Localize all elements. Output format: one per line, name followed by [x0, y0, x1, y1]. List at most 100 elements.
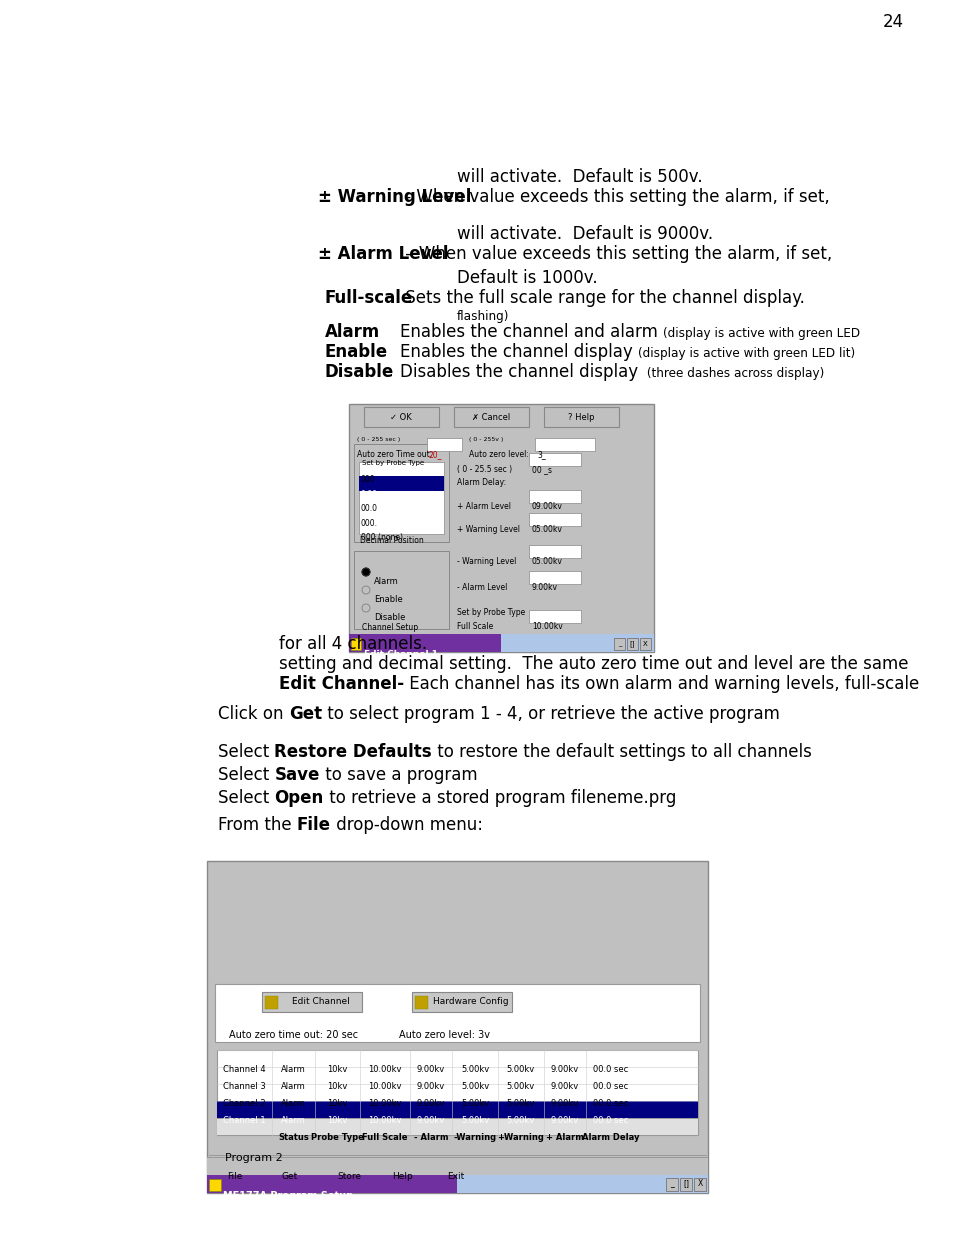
Text: ME177A Program Setup: ME177A Program Setup	[223, 1191, 353, 1200]
Text: 000.: 000.	[360, 519, 377, 527]
Text: Channel 4: Channel 4	[223, 1065, 266, 1074]
Bar	[500, 634, 654, 652]
Text: _: _	[618, 641, 620, 647]
Text: []: []	[682, 1179, 688, 1188]
Text: Default is 1000v.: Default is 1000v.	[456, 269, 597, 287]
Text: Alarm: Alarm	[281, 1082, 306, 1091]
Text: Alarm: Alarm	[374, 577, 398, 585]
Text: Help: Help	[392, 1172, 413, 1181]
Text: ? Help: ? Help	[567, 412, 594, 421]
Text: - When value exceeds this setting the alarm, if set,: - When value exceeds this setting the al…	[399, 188, 829, 206]
Text: 00.0 sec: 00.0 sec	[593, 1065, 628, 1074]
Text: 10kv: 10kv	[327, 1099, 347, 1108]
Text: Full-scale: Full-scale	[325, 289, 413, 308]
Bar	[265, 995, 277, 1009]
Text: Open: Open	[274, 789, 323, 806]
Text: Channel 3: Channel 3	[223, 1082, 266, 1091]
Bar	[639, 638, 650, 650]
Text: – When value exceeds this setting the alarm, if set,: – When value exceeds this setting the al…	[399, 245, 831, 263]
Text: Each channel has its own alarm and warning levels, full-scale: Each channel has its own alarm and warni…	[404, 676, 919, 693]
Text: Alarm Delay: Alarm Delay	[581, 1132, 639, 1142]
Text: 9.00kv: 9.00kv	[416, 1065, 445, 1074]
Text: 000 (none): 000 (none)	[360, 534, 402, 542]
Text: 10.00kv: 10.00kv	[368, 1082, 401, 1091]
Text: Set by Probe Type: Set by Probe Type	[361, 459, 424, 466]
Bar	[412, 992, 512, 1011]
Text: ( 0 - 255 sec ): ( 0 - 255 sec )	[356, 437, 400, 442]
Text: 5.00kv: 5.00kv	[460, 1082, 489, 1091]
Text: Auto zero level: 3v: Auto zero level: 3v	[398, 1030, 490, 1040]
Text: - Alarm Level: - Alarm Level	[456, 583, 507, 592]
Text: +Warning: +Warning	[497, 1132, 543, 1142]
Bar	[679, 1178, 691, 1191]
Text: flashing): flashing)	[456, 310, 509, 324]
Text: Alarm: Alarm	[325, 324, 380, 341]
Text: 5.00kv: 5.00kv	[506, 1099, 535, 1108]
Text: Get: Get	[289, 705, 321, 722]
Text: Disable: Disable	[374, 613, 405, 622]
Text: Enables the channel and alarm: Enables the channel and alarm	[399, 324, 662, 341]
Text: ± Alarm Level: ± Alarm Level	[317, 245, 448, 263]
Text: 3_: 3_	[537, 450, 545, 459]
Text: ✓ OK: ✓ OK	[390, 412, 412, 421]
Bar	[364, 408, 438, 427]
Bar	[456, 1174, 707, 1193]
Text: 9.00kv: 9.00kv	[532, 583, 558, 592]
Bar	[626, 638, 638, 650]
Text: 10kv: 10kv	[327, 1065, 347, 1074]
Text: _: _	[669, 1179, 673, 1188]
Text: 9.00kv: 9.00kv	[550, 1082, 578, 1091]
Text: 10.00kv: 10.00kv	[368, 1065, 401, 1074]
Text: 0.00: 0.00	[360, 490, 377, 499]
Text: 24: 24	[882, 14, 903, 31]
Text: Disables the channel display: Disables the channel display	[399, 363, 642, 382]
Text: 10kv: 10kv	[327, 1082, 347, 1091]
Bar	[207, 1157, 707, 1174]
Text: - Warning Level: - Warning Level	[456, 557, 516, 566]
Text: Channel 2: Channel 2	[223, 1099, 266, 1108]
Text: Alarm: Alarm	[281, 1116, 306, 1125]
Text: Set by Probe Type: Set by Probe Type	[456, 608, 525, 618]
Text: 05.00kv: 05.00kv	[532, 557, 562, 566]
Text: 5.00kv: 5.00kv	[506, 1116, 535, 1125]
Bar	[529, 545, 580, 558]
Text: - Alarm: - Alarm	[414, 1132, 448, 1142]
Bar	[543, 408, 618, 427]
Bar	[214, 984, 700, 1042]
Text: + Alarm Level: + Alarm Level	[456, 501, 511, 511]
Bar	[693, 1178, 705, 1191]
Text: Select: Select	[218, 789, 274, 806]
Text: Alarm: Alarm	[281, 1065, 306, 1074]
Bar	[216, 1050, 698, 1135]
Text: 00.0 sec: 00.0 sec	[593, 1099, 628, 1108]
Bar	[349, 404, 654, 652]
Text: Channel Setup: Channel Setup	[361, 622, 417, 632]
Bar	[454, 408, 529, 427]
Text: 09.00kv: 09.00kv	[532, 501, 562, 511]
Bar	[358, 462, 443, 534]
Bar	[529, 513, 580, 526]
Text: 9.00kv: 9.00kv	[550, 1099, 578, 1108]
Text: Alarm Delay:: Alarm Delay:	[456, 478, 506, 487]
Text: Enable: Enable	[325, 343, 388, 361]
Text: (display is active with green LED lit): (display is active with green LED lit)	[638, 347, 854, 359]
Text: Exit: Exit	[447, 1172, 464, 1181]
Bar	[529, 610, 580, 622]
Text: Auto zero Time out:: Auto zero Time out:	[356, 450, 432, 459]
Text: 9.00kv: 9.00kv	[550, 1116, 578, 1125]
Text: 9.00kv: 9.00kv	[416, 1116, 445, 1125]
Bar	[262, 992, 361, 1011]
Text: ± Warning Level: ± Warning Level	[317, 188, 471, 206]
Text: Channel 1: Channel 1	[223, 1116, 266, 1125]
Text: 00.0 sec: 00.0 sec	[593, 1082, 628, 1091]
Text: 5.00kv: 5.00kv	[460, 1116, 489, 1125]
Text: 10.00kv: 10.00kv	[532, 622, 562, 631]
Text: + Alarm: + Alarm	[545, 1132, 583, 1142]
Bar	[207, 861, 707, 1193]
Text: ✗ Cancel: ✗ Cancel	[472, 412, 510, 421]
Text: + Warning Level: + Warning Level	[456, 525, 519, 534]
Circle shape	[361, 568, 370, 576]
Bar	[415, 995, 428, 1009]
Text: Auto zero time out: 20 sec: Auto zero time out: 20 sec	[229, 1030, 357, 1040]
Text: setting and decimal setting.  The auto zero time out and level are the same: setting and decimal setting. The auto ze…	[278, 655, 907, 673]
